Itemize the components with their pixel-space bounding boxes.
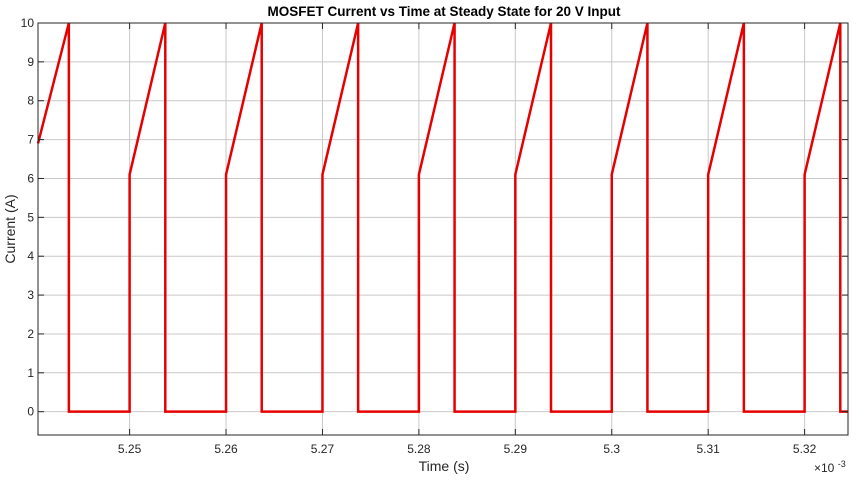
y-tick-label: 2 <box>27 327 34 341</box>
x-tick-label: 5.3 <box>603 442 620 456</box>
plot-area <box>38 23 848 435</box>
x-tick-label: 5.26 <box>214 442 238 456</box>
x-axis-ticks: 5.25 5.26 5.27 5.28 5.29 5.3 5.31 5.32 <box>118 23 817 456</box>
x-tick-label: 5.29 <box>504 442 528 456</box>
y-axis-ticks: 0 1 2 3 4 5 6 7 8 9 10 <box>21 16 848 419</box>
series-line <box>36 22 848 413</box>
x-exponent-power: -3 <box>838 459 846 469</box>
x-tick-label: 5.25 <box>118 442 142 456</box>
x-exponent-base: ×10 <box>814 461 835 475</box>
plot-frame <box>37 22 849 436</box>
chart-title: MOSFET Current vs Time at Steady State f… <box>267 4 621 19</box>
y-tick-label: 9 <box>27 55 34 69</box>
y-tick-label: 3 <box>27 288 34 302</box>
x-tick-label: 5.27 <box>311 442 335 456</box>
y-tick-label: 7 <box>27 133 34 147</box>
y-tick-label: 0 <box>27 405 34 419</box>
y-tick-label: 5 <box>27 210 34 224</box>
x-axis-label: Time (s) <box>419 458 470 474</box>
x-tick-label: 5.28 <box>407 442 431 456</box>
y-axis-label: Current (A) <box>2 194 18 263</box>
y-tick-label: 8 <box>27 94 34 108</box>
y-tick-label: 1 <box>27 366 34 380</box>
x-tick-label: 5.32 <box>793 442 817 456</box>
x-tick-label: 5.31 <box>696 442 720 456</box>
y-tick-label: 6 <box>27 171 34 185</box>
series-group <box>36 22 848 413</box>
x-exponent-label: ×10 -3 <box>814 459 846 475</box>
y-tick-label: 10 <box>21 16 35 30</box>
y-tick-label: 4 <box>27 249 34 263</box>
